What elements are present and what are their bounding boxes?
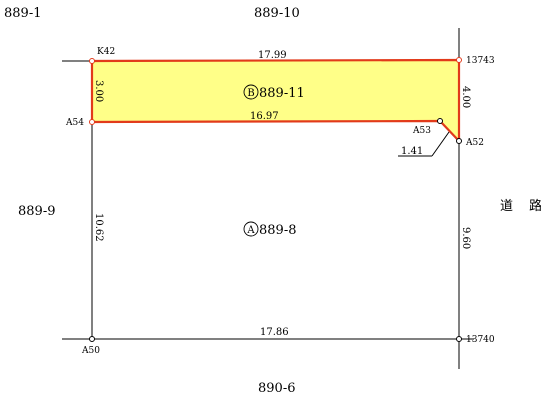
dimension-top: 17.99: [258, 50, 287, 61]
point-a54-marker: [89, 119, 95, 125]
point-a50-label: A50: [81, 346, 100, 356]
point-13740-marker: [456, 336, 462, 342]
dimension-inner: 16.97: [250, 111, 279, 122]
dimension-left-upper: 3.00: [93, 80, 104, 102]
point-13743-marker: [456, 57, 462, 63]
point-a52-label: A52: [465, 138, 484, 148]
neighbor-left: 889-9: [18, 204, 55, 219]
neighbor-top: 889-10: [254, 6, 300, 21]
lot-a-mark: A: [246, 225, 255, 236]
dimension-bottom: 17.86: [260, 327, 289, 338]
dimension-left-lower: 10.62: [93, 213, 104, 242]
neighbor-road: 道 路: [500, 198, 541, 214]
point-a53-label: A53: [412, 126, 431, 136]
lot-a-circle-mark: [243, 221, 259, 237]
point-a53-marker: [437, 118, 443, 124]
point-k42-marker: [89, 58, 95, 64]
point-a50-marker: [89, 336, 95, 342]
point-a54-label: A54: [65, 118, 84, 128]
dimension-right-lower: 9.60: [460, 227, 471, 249]
lot-b-number: 889-11: [259, 86, 305, 101]
lot-b-parcel: [90, 58, 461, 144]
point-k42-label: K42: [97, 47, 115, 57]
point-13740-label: 13740: [466, 335, 495, 345]
point-13743-label: 13743: [466, 56, 495, 66]
dimension-right-upper: 4.00: [460, 86, 471, 108]
dimension-chamfer: 1.41: [401, 146, 423, 157]
neighbor-bottom: 890-6: [258, 381, 295, 396]
lot-a-number: 889-8: [259, 223, 296, 238]
point-a52-marker: [456, 138, 462, 144]
lot-b-circle-mark: [243, 84, 259, 100]
lot-b-mark: B: [247, 88, 254, 99]
chamfer-leader-line: [431, 131, 450, 157]
neighbor-top-left: 889-1: [4, 6, 41, 21]
